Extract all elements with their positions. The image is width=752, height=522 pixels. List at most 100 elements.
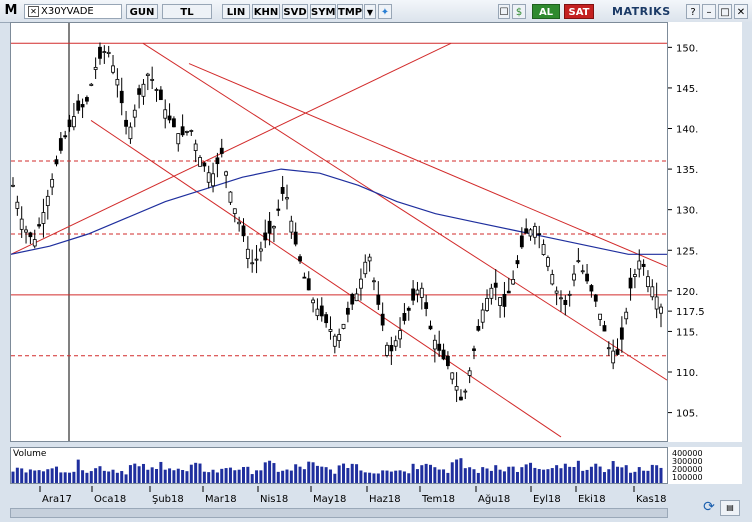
- volume-bar: [515, 471, 519, 483]
- twitter-icon[interactable]: ✦: [378, 4, 392, 19]
- volume-bar: [463, 468, 467, 483]
- volume-bar: [398, 470, 402, 483]
- volume-bar: [298, 466, 302, 483]
- minimize-icon[interactable]: –: [702, 4, 716, 19]
- moving-average-line: [10, 168, 667, 255]
- app-logo: M: [4, 3, 18, 18]
- volume-bar: [185, 471, 189, 483]
- x-tick-label: Oca18: [94, 494, 126, 505]
- candle-body: [328, 329, 333, 332]
- svd-button[interactable]: SVD: [282, 4, 308, 19]
- y-tick-label: 145.: [676, 84, 698, 95]
- volume-bar: [215, 472, 219, 483]
- currency-button[interactable]: TL: [162, 4, 212, 19]
- volume-bar: [450, 462, 454, 483]
- volume-bar: [437, 469, 441, 483]
- volume-bar: [333, 473, 337, 483]
- volume-bar: [485, 468, 489, 483]
- volume-bar: [394, 470, 398, 483]
- tmp-button[interactable]: TMP: [337, 4, 363, 19]
- checkbox-icon[interactable]: ☐: [498, 4, 510, 19]
- price-axis-panel: 105. 110. 115. 117.5 120. 125. 130. 135. 140. 145…: [668, 22, 742, 442]
- volume-bar: [468, 467, 472, 483]
- candle-body: [32, 239, 37, 247]
- candle-body: [119, 90, 124, 104]
- x-tick-label: Haz18: [369, 494, 401, 505]
- volume-bar: [176, 468, 180, 483]
- candle-body: [611, 350, 616, 364]
- x-tick-label: Eki18: [578, 494, 606, 505]
- volume-bar: [337, 465, 341, 483]
- volume-bar: [616, 466, 620, 483]
- settings-icon[interactable]: ▤: [720, 500, 740, 516]
- volume-bar: [446, 472, 450, 483]
- volume-bar: [24, 472, 28, 483]
- volume-bar: [342, 463, 346, 483]
- y-tick-label: 105.: [676, 409, 698, 420]
- x-tick-label: Ara17: [42, 494, 72, 505]
- window-close-icon[interactable]: ✕: [734, 4, 748, 19]
- sym-button[interactable]: SYM: [310, 4, 336, 19]
- volume-bar: [85, 472, 89, 483]
- volume-chart: [11, 458, 663, 483]
- x-tick-label: Eyl18: [533, 494, 561, 505]
- volume-bar: [94, 468, 98, 483]
- candle-body: [37, 224, 41, 227]
- price-chart-panel[interactable]: [10, 22, 668, 442]
- candle-body: [424, 302, 429, 309]
- candle-body: [11, 184, 15, 187]
- candle-body: [428, 325, 433, 330]
- candle-body: [628, 277, 633, 289]
- volume-bar: [598, 466, 602, 483]
- volume-bar: [355, 464, 359, 483]
- candle-body: [41, 212, 46, 224]
- help-icon[interactable]: ?: [686, 4, 700, 19]
- sell-button[interactable]: SAT: [564, 4, 594, 19]
- maximize-icon[interactable]: □: [718, 4, 732, 19]
- chevron-down-icon[interactable]: ▼: [364, 4, 376, 19]
- volume-bar: [302, 469, 306, 483]
- volume-bar: [59, 472, 63, 483]
- volume-bar: [372, 473, 376, 483]
- candle-body: [476, 325, 481, 331]
- period-button[interactable]: GUN: [126, 4, 158, 19]
- candle-body: [198, 157, 202, 167]
- volume-bar: [637, 467, 641, 483]
- refresh-icon[interactable]: ⟳: [703, 499, 715, 515]
- khn-button[interactable]: KHN: [252, 4, 280, 19]
- volume-bar: [642, 470, 646, 483]
- volume-bar: [359, 470, 363, 483]
- volume-bar: [202, 471, 206, 483]
- volume-bar: [407, 473, 411, 483]
- candle-body: [219, 147, 224, 154]
- y-tick-label: 120.: [676, 287, 698, 298]
- candle-body: [619, 327, 624, 340]
- candle-body: [541, 244, 546, 255]
- candle-body: [228, 191, 233, 203]
- candle-body: [289, 220, 294, 233]
- candle-body: [524, 228, 529, 234]
- symbol-field[interactable]: ✕ X30YVADE: [24, 4, 122, 19]
- candle-body: [71, 116, 76, 128]
- close-icon[interactable]: ✕: [28, 5, 39, 17]
- time-axis-panel: Ara17 Oca18 Şub18 Mar18 Nis18 May18 Haz18 Tem18…: [10, 486, 668, 506]
- volume-bar: [429, 464, 433, 483]
- linear-button[interactable]: LIN: [222, 4, 250, 19]
- candle-body: [411, 288, 416, 301]
- volume-bar: [168, 468, 172, 483]
- candle-body: [150, 78, 155, 81]
- volume-bar: [263, 462, 267, 483]
- volume-bar: [246, 466, 250, 483]
- volume-bar: [363, 472, 367, 483]
- dollar-icon[interactable]: $: [512, 4, 526, 19]
- volume-bar: [102, 470, 106, 483]
- chart-scrollbar[interactable]: [10, 508, 668, 518]
- y-tick-label: 117.5: [676, 307, 705, 318]
- candle-body: [532, 226, 537, 238]
- volume-bar: [155, 468, 159, 483]
- buy-button[interactable]: AL: [532, 4, 560, 19]
- volume-bar: [294, 464, 298, 483]
- volume-tick-label: 300000: [672, 457, 703, 466]
- candle-body: [180, 126, 185, 136]
